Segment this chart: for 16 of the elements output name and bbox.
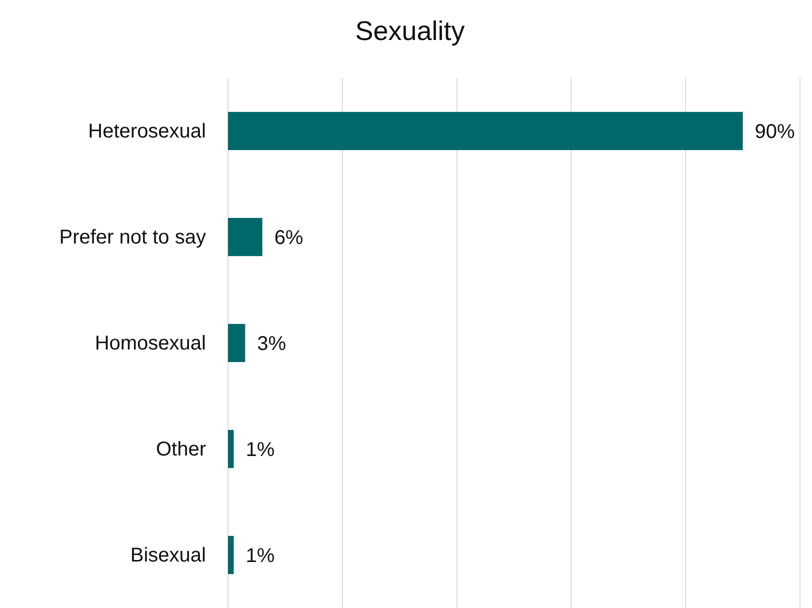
data-label: 6% — [274, 227, 304, 249]
bar — [228, 112, 743, 150]
bar — [228, 536, 234, 574]
bar — [228, 218, 262, 256]
data-label: 1% — [246, 545, 275, 567]
y-tick-label: Bisexual — [130, 544, 206, 566]
y-tick-label: Prefer not to say — [59, 226, 206, 248]
data-label: 90% — [754, 121, 796, 143]
chart-title: Sexuality — [355, 16, 466, 46]
data-label: 3% — [257, 333, 286, 355]
bar — [228, 430, 234, 468]
y-tick-label: Heterosexual — [88, 120, 206, 142]
bar — [228, 324, 246, 362]
y-tick-label: Homosexual — [94, 332, 206, 354]
y-tick-label: Other — [156, 438, 206, 460]
data-label: 1% — [246, 439, 275, 461]
